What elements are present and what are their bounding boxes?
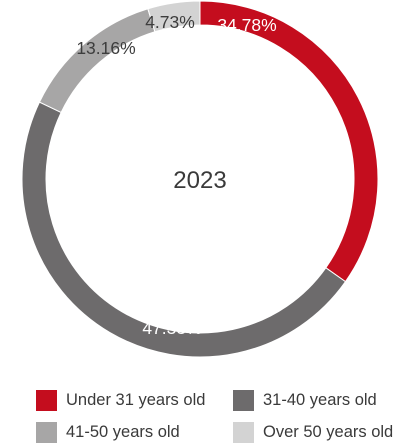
- legend-swatch-31-40: [233, 390, 254, 411]
- legend-item-31-40: 31-40 years old: [233, 390, 377, 411]
- donut-slice-41-50: [38, 8, 156, 114]
- legend-swatch-under-31: [36, 390, 57, 411]
- legend-label-41-50: 41-50 years old: [66, 423, 180, 441]
- donut-slice-under-31: [199, 0, 379, 283]
- legend-label-31-40: 31-40 years old: [263, 391, 377, 409]
- data-label-under-31: 34.78%: [217, 15, 276, 35]
- donut-chart: 34.78% 47.33% 13.16% 4.73% 2023: [21, 0, 379, 358]
- legend-label-over-50: Over 50 years old: [263, 423, 394, 441]
- legend-item-under-31: Under 31 years old: [36, 390, 205, 411]
- legend-swatch-41-50: [36, 422, 57, 443]
- chart-legend: Under 31 years old 31-40 years old 41-50…: [0, 382, 400, 445]
- donut-slice-over-50: [147, 0, 201, 33]
- data-label-31-40: 47.33%: [142, 318, 201, 338]
- legend-swatch-over-50: [233, 422, 254, 443]
- legend-item-over-50: Over 50 years old: [233, 422, 393, 443]
- legend-item-41-50: 41-50 years old: [36, 422, 180, 443]
- data-label-over-50: 4.73%: [145, 12, 195, 32]
- legend-label-under-31: Under 31 years old: [66, 391, 206, 409]
- data-label-41-50: 13.16%: [76, 38, 135, 58]
- center-label: 2023: [173, 167, 226, 194]
